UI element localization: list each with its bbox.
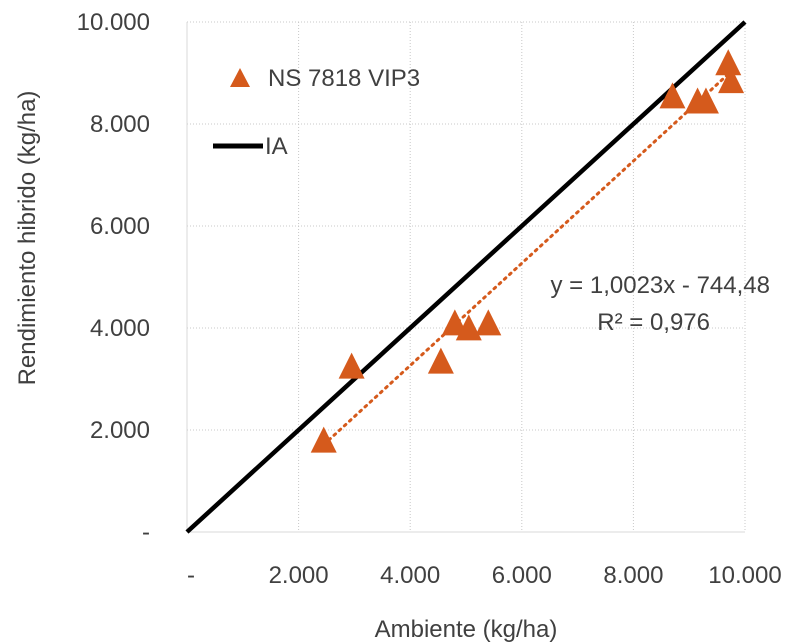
x-tick-label-3: 6.000: [492, 562, 552, 589]
y-axis-title: Rendimiento hibrido (kg/ha): [14, 91, 41, 386]
y-tick-label-3: 6.000: [90, 213, 150, 240]
y-tick-labels: - 2.000 4.000 6.000 8.000 10.000: [77, 9, 150, 546]
y-tick-label-4: 8.000: [90, 111, 150, 138]
data-point-8: [692, 87, 719, 114]
y-tick-label-2: 4.000: [90, 315, 150, 342]
x-axis-title: Ambiente (kg/ha): [375, 616, 558, 643]
ia-line: [185, 20, 747, 534]
trendline-layer: [322, 70, 733, 447]
data-point-1: [338, 352, 365, 379]
data-point-0: [310, 426, 337, 453]
data-point-9: [715, 49, 742, 76]
x-tick-label-4: 8.000: [603, 562, 663, 589]
trendline: [322, 70, 733, 447]
x-tick-label-5: 10.000: [708, 562, 781, 589]
legend-label-ia: IA: [265, 133, 288, 160]
y-tick-label-0: -: [142, 519, 150, 546]
data-points: [310, 49, 745, 453]
legend: NS 7818 VIP3 IA: [213, 65, 420, 160]
axes: [186, 22, 745, 533]
trendline-r2: R² = 0,976: [597, 309, 710, 336]
x-tick-label-2: 4.000: [380, 562, 440, 589]
x-tick-labels: - 2.000 4.000 6.000 8.000 10.000: [187, 562, 782, 589]
legend-label-ns7818: NS 7818 VIP3: [268, 65, 420, 92]
trendline-equation: y = 1,0023x - 744,48: [551, 272, 771, 299]
data-point-2: [427, 347, 454, 374]
data-point-4: [455, 314, 482, 341]
ia-line-layer: [185, 20, 747, 534]
legend-triangle-icon: [230, 68, 250, 87]
data-point-6: [659, 82, 686, 109]
y-tick-label-5: 10.000: [77, 9, 150, 36]
data-point-3: [441, 309, 468, 336]
y-tick-label-1: 2.000: [90, 417, 150, 444]
x-tick-label-0: -: [187, 562, 195, 589]
x-tick-label-1: 2.000: [269, 562, 329, 589]
gridlines: [187, 21, 746, 532]
data-point-10: [718, 67, 745, 94]
data-point-5: [475, 309, 502, 336]
